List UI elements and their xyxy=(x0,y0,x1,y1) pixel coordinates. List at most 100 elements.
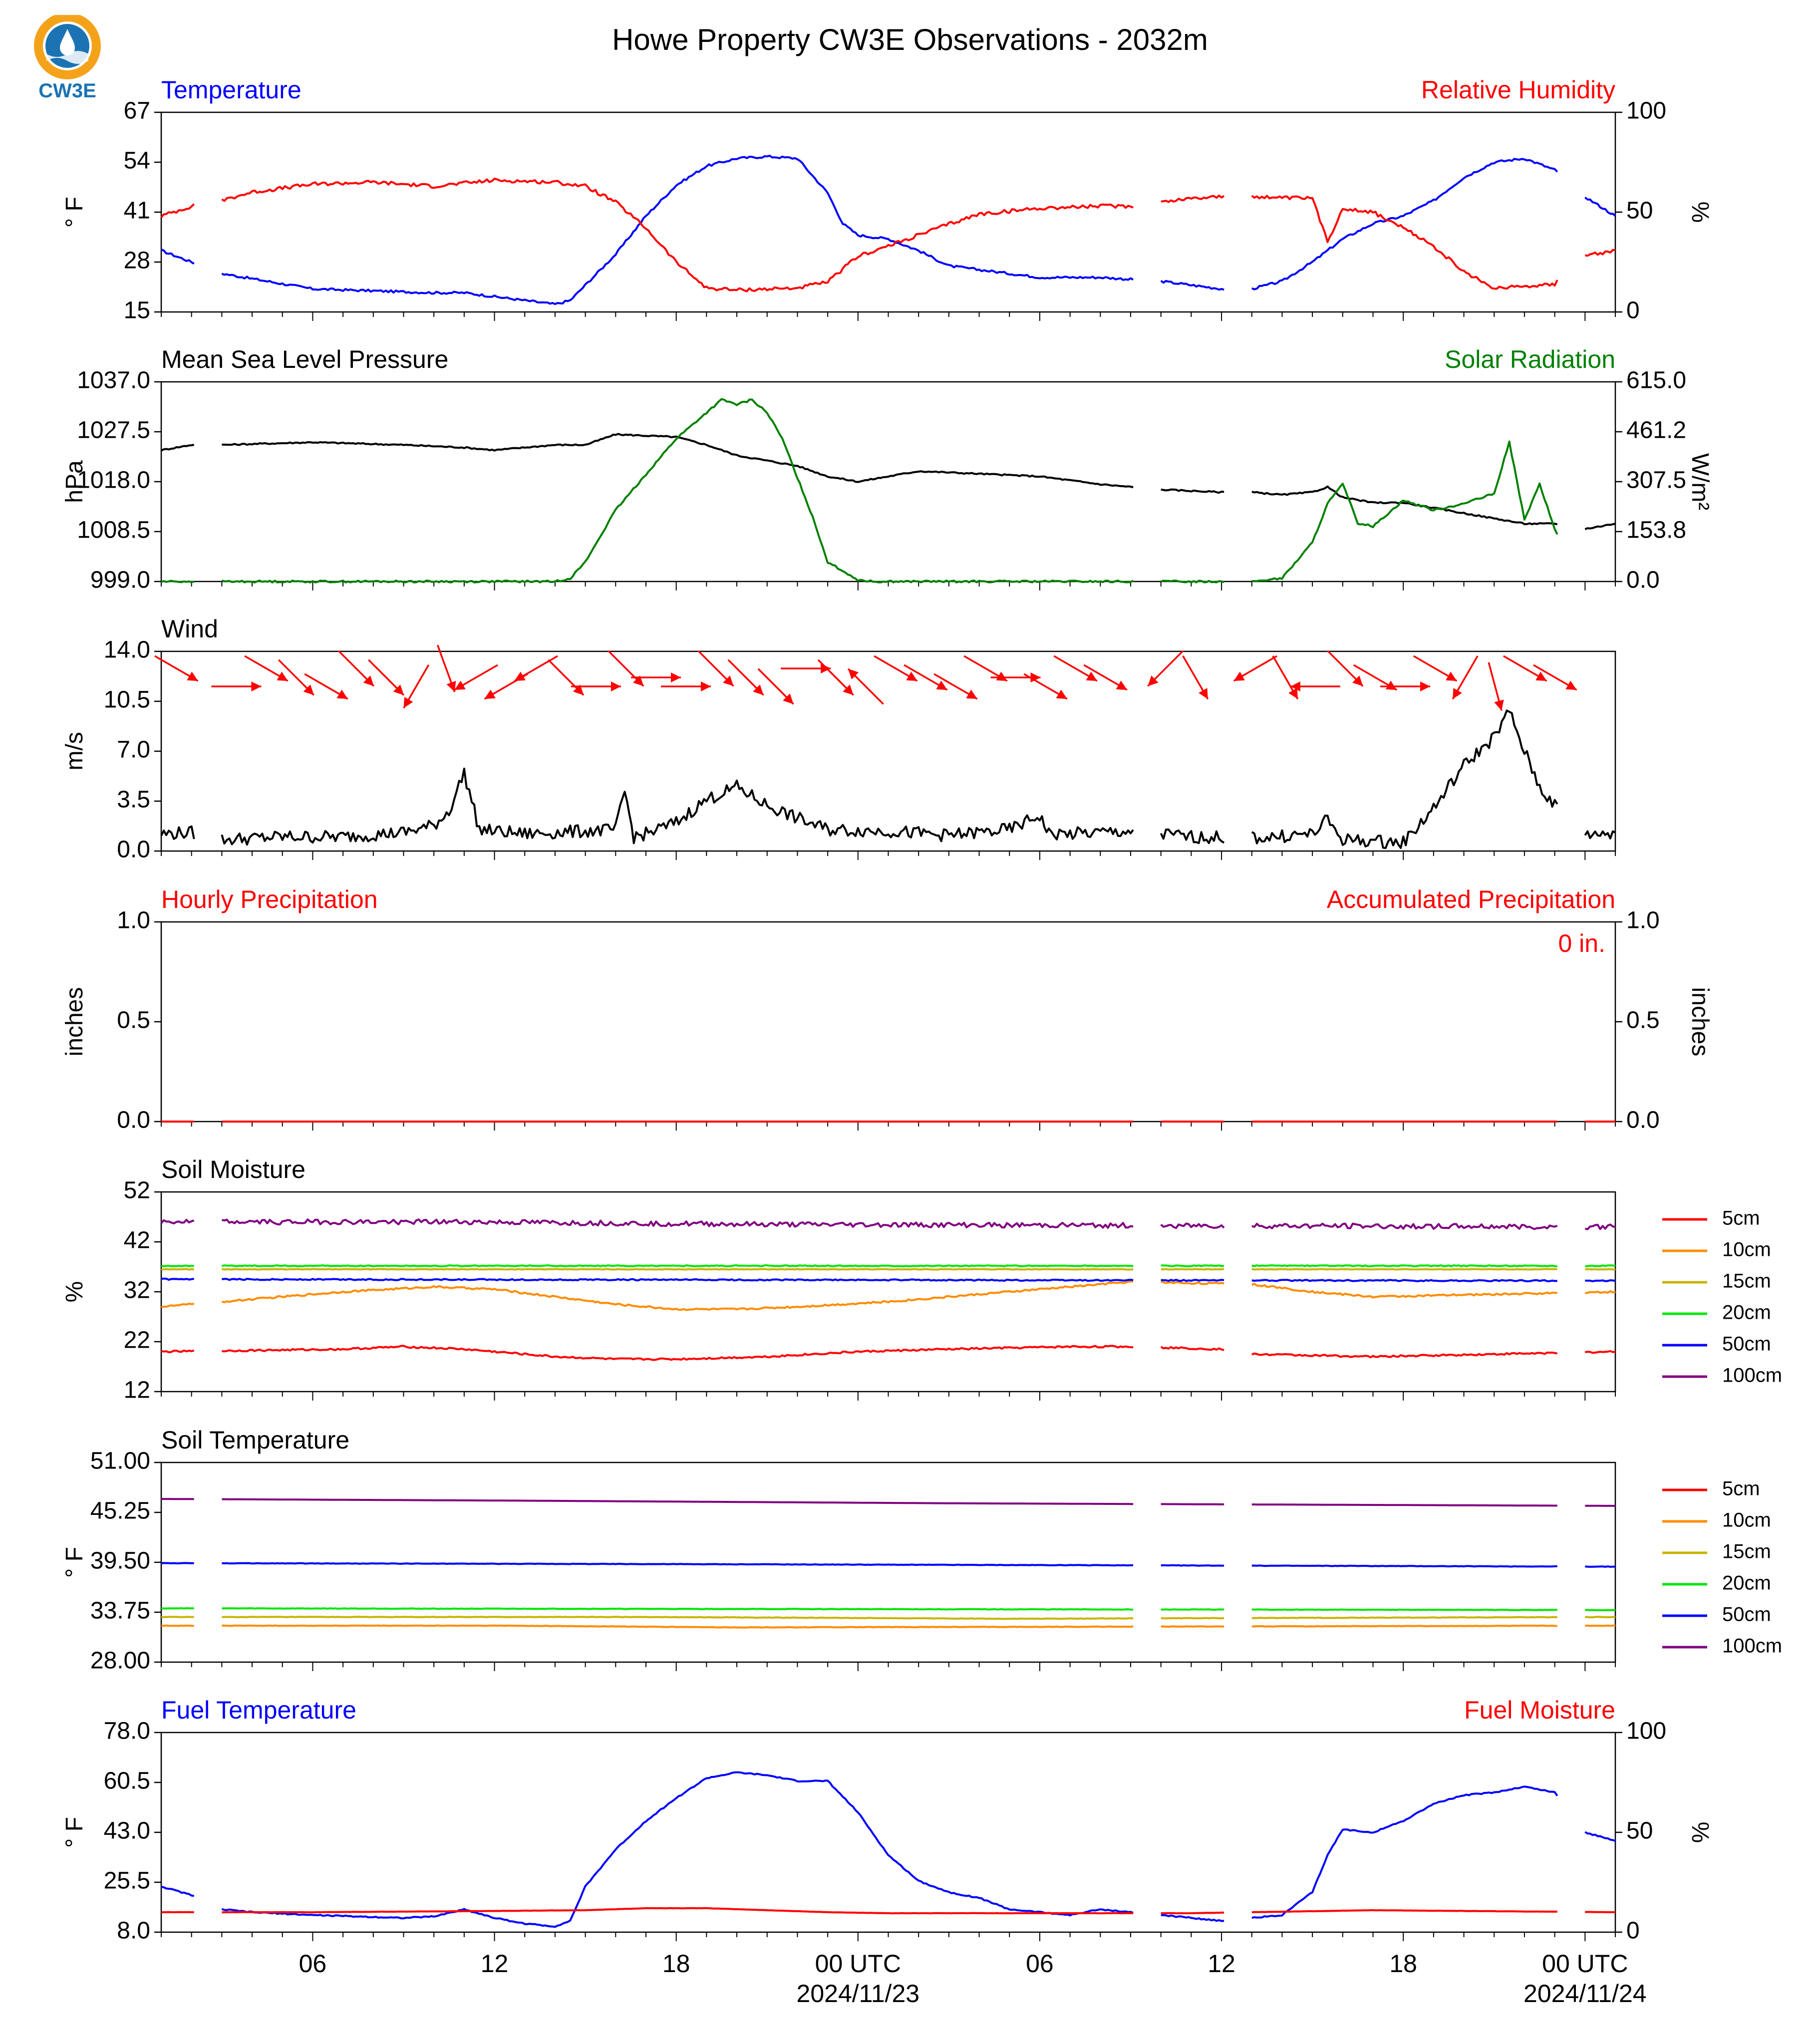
y-tick-label-left: 25.5 xyxy=(104,1868,150,1894)
y-axis-label-left: hPa xyxy=(61,460,88,503)
y-axis-label-right: W/m² xyxy=(1687,453,1713,511)
y-tick-label-right: 50 xyxy=(1626,198,1653,224)
panel-title-right: Solar Radiation xyxy=(1445,345,1615,373)
series-line-100cm xyxy=(160,1218,1616,1230)
x-tick-label: 18 xyxy=(662,1950,690,1978)
series-line-fuel-temperature xyxy=(161,1771,1616,1928)
wind-arrow-head xyxy=(936,680,947,690)
legend-label: 20cm xyxy=(1722,1302,1771,1324)
panel-title-left: Soil Temperature xyxy=(161,1426,349,1454)
wind-arrow-head xyxy=(966,689,977,699)
wind-arrow-head xyxy=(723,675,734,686)
x-tick-label: 06 xyxy=(299,1950,327,1978)
legend-label: 50cm xyxy=(1722,1604,1771,1626)
y-tick-label-left: 0.0 xyxy=(117,837,150,863)
y-tick-label-right: 0 xyxy=(1626,297,1640,324)
x-tick-label: 06 xyxy=(1026,1950,1054,1978)
y-tick-label-right: 100 xyxy=(1626,98,1666,124)
legend-label: 10cm xyxy=(1722,1239,1771,1261)
wind-arrow-head xyxy=(1148,675,1159,686)
y-tick-label-left: 42 xyxy=(124,1227,150,1254)
x-tick-label: 00 UTC xyxy=(815,1950,901,1978)
legend-label: 10cm xyxy=(1722,1509,1771,1531)
panel-title-right: Fuel Moisture xyxy=(1464,1696,1615,1724)
legend-label: 5cm xyxy=(1722,1478,1760,1500)
y-tick-label-left: 12 xyxy=(124,1377,150,1404)
panel-title-left: Fuel Temperature xyxy=(161,1696,356,1724)
series-line-50cm xyxy=(161,1562,1616,1568)
logo-drop-icon xyxy=(60,29,75,55)
panel-wind: 0.0 3.5 7.0 10.5 14.0 Wind m/s xyxy=(61,615,1616,863)
wind-arrow-head xyxy=(277,671,288,681)
y-tick-label-right: 307.5 xyxy=(1626,467,1686,494)
wind-arrow-head xyxy=(363,675,374,686)
y-tick-label-right: 100 xyxy=(1626,1718,1666,1744)
wind-arrow-head xyxy=(1535,671,1547,681)
series-line-100cm xyxy=(161,1498,1616,1507)
wind-arrow-head xyxy=(1199,688,1208,699)
wind-arrow-head xyxy=(336,689,348,699)
panel-title-right: Accumulated Precipitation xyxy=(1327,885,1615,913)
wind-arrow-head xyxy=(996,671,1007,681)
y-tick-label-left: 14.0 xyxy=(104,637,150,663)
y-tick-label-left: 3.5 xyxy=(117,787,150,813)
y-tick-label-left: 1027.5 xyxy=(77,417,150,444)
wind-arrow-head xyxy=(1565,680,1577,690)
wind-arrow-head xyxy=(484,689,496,699)
wind-arrow-head xyxy=(1494,699,1504,711)
legend-label: 100cm xyxy=(1722,1365,1782,1387)
y-tick-label-left: 67 xyxy=(124,98,150,124)
y-tick-label-left: 1018.0 xyxy=(77,467,150,494)
x-tick-date-label: 2024/11/23 xyxy=(797,1980,920,2008)
series-line-15cm xyxy=(161,1616,1616,1620)
panel-title-left: Soil Moisture xyxy=(161,1156,305,1183)
y-tick-label-left: 39.50 xyxy=(90,1548,150,1574)
panel-title-left: Hourly Precipitation xyxy=(161,885,378,913)
y-tick-label-left: 78.0 xyxy=(104,1718,150,1744)
wind-arrow-head xyxy=(303,684,314,695)
wind-arrow-head xyxy=(1233,671,1245,681)
y-axis-label-left: ° F xyxy=(61,197,88,228)
wind-arrow-head xyxy=(187,671,198,681)
wind-arrow-head xyxy=(1446,671,1457,681)
y-tick-label-left: 28 xyxy=(124,248,150,274)
legend-label: 15cm xyxy=(1722,1270,1771,1292)
y-tick-label-right: 0 xyxy=(1626,1918,1640,1944)
wind-arrow-head xyxy=(1453,688,1462,699)
y-tick-label-right: 153.8 xyxy=(1626,517,1686,544)
wind-arrow-head xyxy=(906,671,917,681)
series-line-20cm xyxy=(161,1264,1616,1267)
panel-soil_moisture: 12 22 32 42 52 Soil Moisture% 5cm 10cm 15cm 20cm 5… xyxy=(61,1156,1782,1404)
wind-arrow-head xyxy=(671,672,681,683)
panel-title-left: Mean Sea Level Pressure xyxy=(161,345,448,373)
series-line-relative-humidity xyxy=(160,177,1616,292)
y-axis-label-left: % xyxy=(61,1281,88,1303)
wind-arrow-head xyxy=(1116,680,1127,690)
panel-frame xyxy=(160,650,1616,852)
series-line-10cm xyxy=(161,1624,1616,1629)
y-tick-label-left: 10.5 xyxy=(104,687,150,713)
y-tick-label-right: 615.0 xyxy=(1626,367,1686,394)
wind-arrow-head xyxy=(446,681,456,692)
wind-arrow-head xyxy=(514,671,526,681)
series-line-temperature xyxy=(161,154,1616,305)
logo-orange-ring xyxy=(34,12,101,79)
accumulated-precip-total: 0 in. xyxy=(1558,929,1605,957)
wind-arrow-head xyxy=(1056,689,1067,699)
y-tick-label-left: 8.0 xyxy=(117,1918,150,1944)
y-tick-label-right: 461.2 xyxy=(1626,417,1686,444)
panel-title-right: Relative Humidity xyxy=(1421,76,1615,104)
panel-precip: 0.0 0.5 1.0 0.0 0.5 1.0 Hourly Precipitation Ac… xyxy=(61,885,1713,1134)
panel-title-left: Temperature xyxy=(161,76,302,104)
logo-wave-icon xyxy=(46,51,88,64)
series-line-5cm xyxy=(161,1345,1616,1361)
panel-frame xyxy=(160,1732,1616,1933)
y-tick-label-left: 54 xyxy=(124,148,150,174)
panel-frame xyxy=(160,1461,1616,1663)
y-tick-label-left: 43.0 xyxy=(104,1818,150,1844)
y-tick-label-left: 52 xyxy=(124,1177,150,1204)
series-line-50cm xyxy=(161,1277,1616,1282)
y-tick-label-left: 28.00 xyxy=(90,1648,150,1674)
